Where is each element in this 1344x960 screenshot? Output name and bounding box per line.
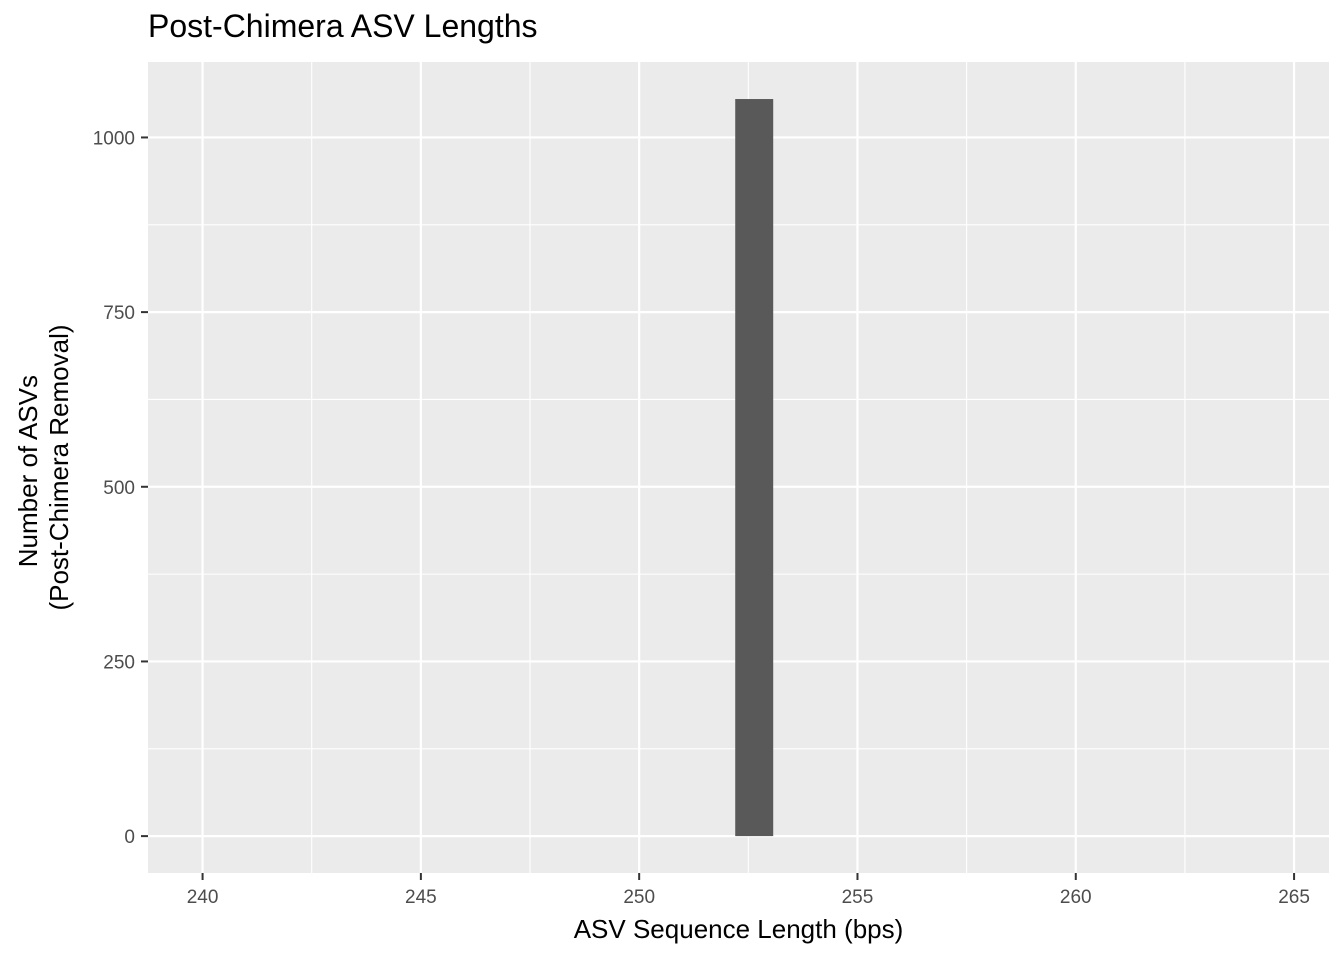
x-tick-label: 250 [623, 887, 655, 908]
x-axis: 240 245 250 255 260 265 [187, 873, 1310, 908]
y-tick-label: 0 [124, 827, 135, 848]
y-axis: 0 250 500 750 1000 [93, 128, 148, 848]
x-tick-label: 240 [187, 887, 219, 908]
x-tick-label: 245 [405, 887, 437, 908]
histogram-bar [735, 99, 774, 837]
y-tick-label: 250 [103, 652, 135, 673]
x-tick-label: 255 [842, 887, 874, 908]
x-tick-label: 260 [1060, 887, 1092, 908]
y-axis-title-line-1: Number of ASVs [13, 375, 43, 567]
bars [735, 99, 774, 837]
y-tick-label: 750 [103, 303, 135, 324]
y-tick-label: 500 [103, 478, 135, 499]
y-tick-label: 1000 [93, 128, 135, 149]
x-tick-label: 265 [1278, 887, 1310, 908]
y-axis-title-line-2: (Post-Chimera Removal) [44, 324, 74, 610]
y-axis-title: Number of ASVs (Post-Chimera Removal) [13, 324, 74, 610]
chart-title: Post-Chimera ASV Lengths [148, 8, 538, 44]
x-axis-title: ASV Sequence Length (bps) [574, 914, 904, 944]
